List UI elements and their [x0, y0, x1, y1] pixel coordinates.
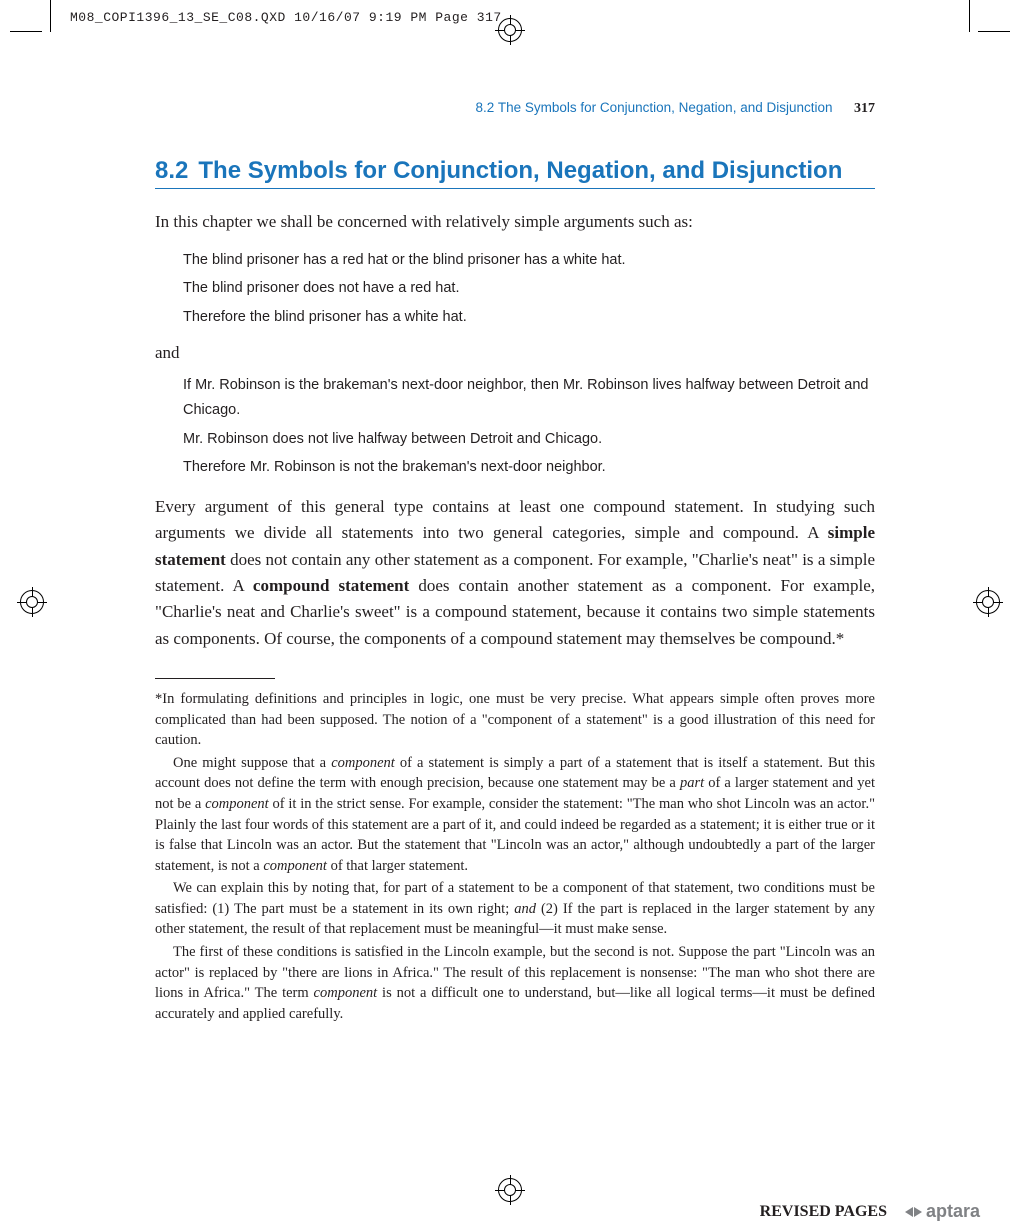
- aptara-logo: aptara: [905, 1201, 980, 1222]
- em-term: component: [263, 858, 327, 874]
- print-slug: M08_COPI1396_13_SE_C08.QXD 10/16/07 9:19…: [70, 10, 502, 25]
- crop-mark: [969, 0, 970, 32]
- running-head: 8.2 The Symbols for Conjunction, Negatio…: [155, 100, 875, 117]
- text-run: of that larger statement.: [327, 858, 468, 874]
- example-line: The blind prisoner does not have a red h…: [183, 276, 875, 301]
- em-term: component: [331, 755, 395, 771]
- section-number: 8.2: [155, 157, 188, 184]
- body-paragraph: Every argument of this general type cont…: [155, 494, 875, 652]
- crop-mark: [978, 31, 1010, 32]
- example-line: Therefore the blind prisoner has a white…: [183, 305, 875, 330]
- registration-mark: [498, 18, 522, 42]
- example-line: If Mr. Robinson is the brakeman's next-d…: [183, 373, 875, 422]
- example-line: The blind prisoner has a red hat or the …: [183, 248, 875, 273]
- registration-mark: [20, 590, 44, 614]
- em-term: component: [314, 985, 378, 1001]
- footnote-rule: [155, 678, 275, 679]
- example-argument-1: The blind prisoner has a red hat or the …: [183, 248, 875, 330]
- registration-mark: [498, 1178, 522, 1202]
- footnote-block: *In formulating definitions and principl…: [155, 689, 875, 1024]
- em-term: component: [205, 796, 269, 812]
- section-title-text: The Symbols for Conjunction, Negation, a…: [198, 157, 842, 184]
- revised-pages-label: REVISED PAGES: [760, 1203, 887, 1221]
- footnote-paragraph: *In formulating definitions and principl…: [155, 689, 875, 751]
- aptara-text: aptara: [926, 1201, 980, 1222]
- example-line: Mr. Robinson does not live halfway betwe…: [183, 427, 875, 452]
- example-line: Therefore Mr. Robinson is not the brakem…: [183, 455, 875, 480]
- crop-mark: [50, 0, 51, 32]
- registration-mark: [976, 590, 1000, 614]
- example-argument-2: If Mr. Robinson is the brakeman's next-d…: [183, 373, 875, 480]
- crop-mark: [10, 31, 42, 32]
- term-compound-statement: compound statement: [253, 576, 409, 595]
- page-content: 8.2 The Symbols for Conjunction, Negatio…: [155, 100, 875, 1026]
- em-term: and: [514, 901, 536, 917]
- section-heading: 8.2 The Symbols for Conjunction, Negation…: [155, 155, 875, 189]
- text-run: One might suppose that a: [173, 755, 331, 771]
- page-number: 317: [854, 101, 875, 116]
- connector-word: and: [155, 343, 875, 363]
- text-run: Every argument of this general type cont…: [155, 497, 875, 542]
- footnote-paragraph: One might suppose that a component of a …: [155, 753, 875, 876]
- footer-bar: REVISED PAGES aptara: [760, 1201, 980, 1222]
- footnote-paragraph: The first of these conditions is satisfi…: [155, 942, 875, 1024]
- aptara-icon: [905, 1207, 922, 1217]
- em-term: part: [680, 775, 704, 791]
- running-head-section: 8.2 The Symbols for Conjunction, Negatio…: [476, 100, 833, 115]
- footnote-paragraph: We can explain this by noting that, for …: [155, 878, 875, 940]
- intro-paragraph: In this chapter we shall be concerned wi…: [155, 209, 875, 235]
